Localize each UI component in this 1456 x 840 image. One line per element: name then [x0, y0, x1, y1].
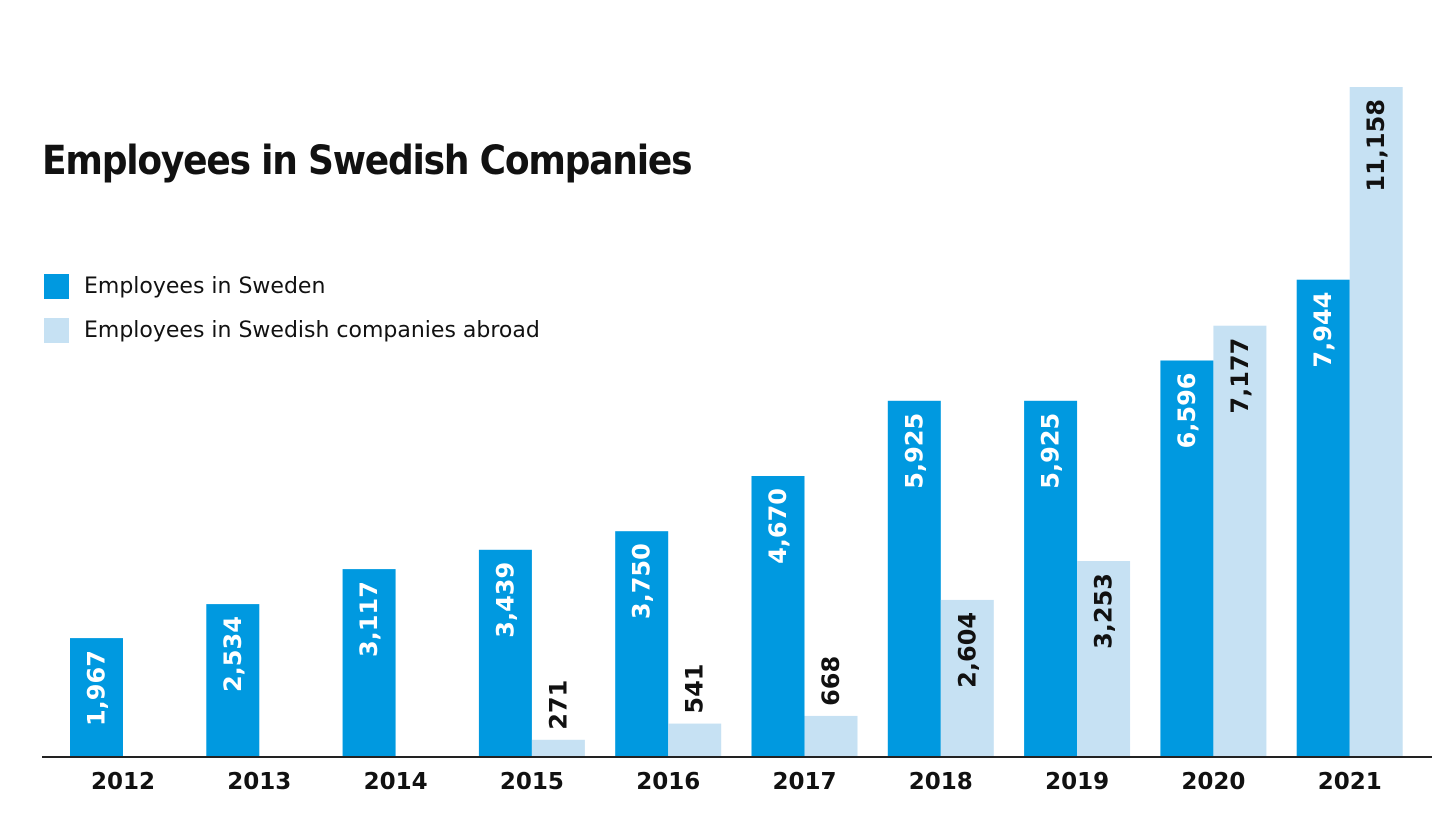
x-tick-label-2020: 2020: [1181, 769, 1245, 795]
bar-sweden-2015: [478, 549, 532, 756]
x-tick-label-2014: 2014: [364, 769, 428, 795]
bar-abroad-2021: [1349, 87, 1403, 756]
data-label-abroad-2020: 7,177: [1226, 338, 1254, 414]
data-label-abroad-2018: 2,604: [953, 612, 981, 688]
data-label-sweden-2016: 3,750: [628, 543, 656, 619]
data-label-sweden-2018: 5,925: [900, 413, 928, 489]
bar-abroad-2019: [1077, 561, 1131, 756]
bar-sweden-2018: [887, 400, 941, 756]
legend-label-sweden: Employees in Sweden: [84, 273, 326, 299]
data-label-sweden-2013: 2,534: [219, 616, 247, 692]
bar-abroad-2020: [1213, 325, 1267, 756]
bar-sweden-2014: [342, 569, 396, 756]
bar-sweden-2019: [1024, 400, 1078, 756]
bar-sweden-2020: [1160, 360, 1214, 756]
bar-sweden-2021: [1296, 279, 1350, 756]
bar-sweden-2013: [206, 604, 260, 756]
legend-item-sweden: Employees in Sweden: [44, 264, 540, 308]
x-tick-label-2019: 2019: [1045, 769, 1109, 795]
bar-sweden-2016: [615, 531, 669, 756]
legend: Employees in Sweden Employees in Swedish…: [44, 264, 540, 352]
data-label-sweden-2017: 4,670: [764, 488, 792, 564]
legend-swatch-sweden: [44, 273, 69, 299]
chart-title: Employees in Swedish Companies: [42, 138, 692, 184]
bar-abroad-2015: [531, 739, 585, 756]
legend-swatch-abroad: [44, 317, 69, 343]
bar-abroad-2018: [940, 599, 994, 756]
data-label-abroad-2017: 668: [817, 656, 845, 706]
data-label-sweden-2012: 1,967: [83, 650, 111, 726]
data-label-abroad-2021: 11,158: [1362, 99, 1390, 192]
x-tick-label-2021: 2021: [1318, 769, 1382, 795]
data-label-sweden-2020: 6,596: [1173, 373, 1201, 449]
x-tick-label-2012: 2012: [91, 769, 155, 795]
legend-item-abroad: Employees in Swedish companies abroad: [44, 308, 540, 352]
x-tick-label-2016: 2016: [636, 769, 700, 795]
legend-label-abroad: Employees in Swedish companies abroad: [84, 317, 540, 343]
data-label-abroad-2015: 271: [544, 680, 572, 730]
bar-sweden-2017: [751, 476, 805, 756]
data-label-sweden-2015: 3,439: [491, 562, 519, 638]
bar-sweden-2012: [70, 638, 123, 756]
bar-abroad-2016: [668, 723, 722, 756]
data-label-sweden-2021: 7,944: [1309, 292, 1337, 368]
x-tick-label-2015: 2015: [500, 769, 564, 795]
data-label-abroad-2019: 3,253: [1090, 573, 1118, 649]
x-tick-label-2013: 2013: [227, 769, 291, 795]
x-tick-label-2017: 2017: [772, 769, 836, 795]
data-label-sweden-2014: 3,117: [355, 581, 383, 657]
data-label-abroad-2016: 541: [681, 663, 709, 713]
data-label-sweden-2019: 5,925: [1037, 413, 1065, 489]
x-tick-label-2018: 2018: [909, 769, 973, 795]
bar-abroad-2017: [804, 715, 858, 756]
